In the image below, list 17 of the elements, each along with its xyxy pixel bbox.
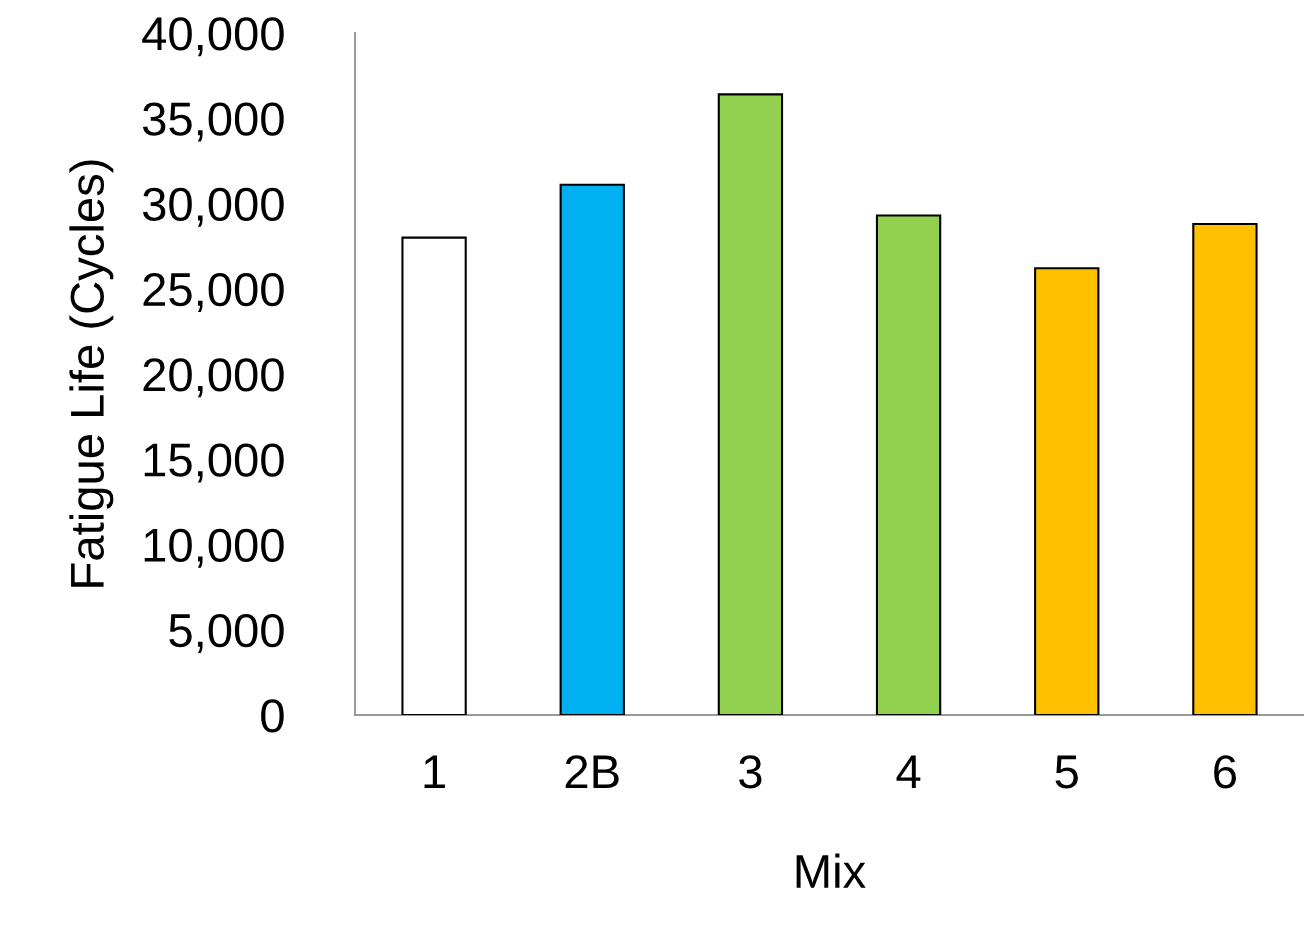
y-tick-label: 35,000 [142, 102, 284, 142]
y-axis-title: Fatigue Life (Cycles) [69, 160, 114, 587]
y-tick-label: 15,000 [144, 443, 284, 483]
x-tick-label: 5 [1055, 755, 1078, 789]
x-tick-label: 1 [424, 755, 445, 789]
y-tick-label: 0 [261, 699, 284, 733]
x-axis-title: Mix [796, 853, 866, 888]
y-tick-label: 10,000 [144, 528, 284, 568]
x-tick-label: 3 [739, 755, 762, 789]
y-tick-label: 25,000 [143, 272, 284, 312]
x-tick-label: 4 [896, 755, 921, 789]
x-tick-label: 6 [1214, 755, 1236, 789]
y-tick-label: 30,000 [142, 187, 284, 227]
x-tick-label: 2B [565, 755, 619, 789]
y-tick-label: 40,000 [142, 17, 284, 57]
y-tick-label: 5,000 [169, 613, 284, 653]
y-tick-label: 20,000 [143, 358, 284, 398]
